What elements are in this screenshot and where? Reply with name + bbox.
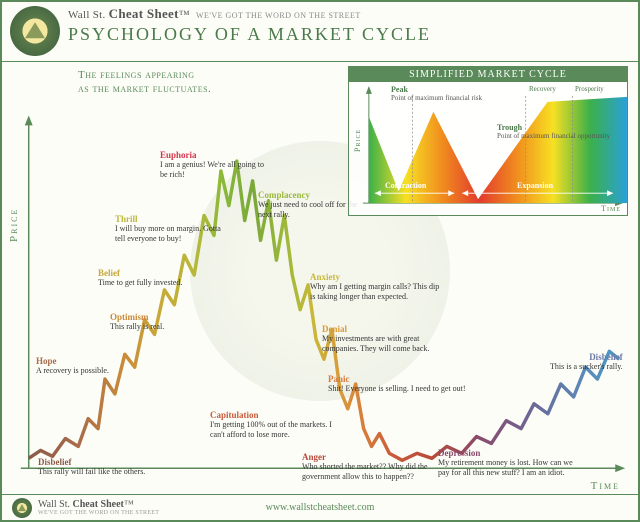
header: Wall St. Cheat Sheet™ WE'VE GOT THE WORD… xyxy=(2,2,638,62)
inset-body: PeakPoint of maximum financial risk Trou… xyxy=(349,82,627,212)
inset-title: SIMPLIFIED MARKET CYCLE xyxy=(349,67,627,82)
footer-logo xyxy=(12,498,32,518)
inset-chart: SIMPLIFIED MARKET CYCLE PeakPoint of max… xyxy=(348,66,628,216)
x-arrow xyxy=(615,464,625,472)
main-title: PSYCHOLOGY OF A MARKET CYCLE xyxy=(68,24,630,45)
tm: ™ xyxy=(179,9,190,21)
footer-brand-block: Wall St. Cheat Sheet™ WE'VE GOT THE WORD… xyxy=(38,499,159,516)
price-axis-label: Price xyxy=(8,208,20,242)
brand-a: Wall St. xyxy=(68,9,106,21)
inset-time: Time xyxy=(601,204,621,213)
inset-peak: PeakPoint of maximum financial risk xyxy=(391,86,482,102)
header-text: Wall St. Cheat Sheet™ WE'VE GOT THE WORD… xyxy=(68,6,630,45)
inset-price: Price xyxy=(353,129,362,152)
footer: Wall St. Cheat Sheet™ WE'VE GOT THE WORD… xyxy=(2,494,638,520)
brand-b: Cheat Sheet xyxy=(109,6,179,21)
infographic-frame: Wall St. Cheat Sheet™ WE'VE GOT THE WORD… xyxy=(0,0,640,522)
brand-line: Wall St. Cheat Sheet™ WE'VE GOT THE WORD… xyxy=(68,6,630,22)
inset-recovery: Recovery xyxy=(529,86,556,94)
time-axis-label: Time xyxy=(591,480,620,492)
logo-seal xyxy=(10,6,60,56)
inset-expansion: Expansion xyxy=(517,182,553,191)
y-arrow xyxy=(25,116,33,126)
inset-contraction: Contraction xyxy=(385,182,426,191)
tagline: WE'VE GOT THE WORD ON THE STREET xyxy=(196,11,361,20)
inset-prosperity: Prosperity xyxy=(575,86,604,94)
footer-url: www.wallstcheatsheet.com xyxy=(266,502,375,513)
inset-trough: TroughPoint of maximum financial opportu… xyxy=(497,124,610,140)
